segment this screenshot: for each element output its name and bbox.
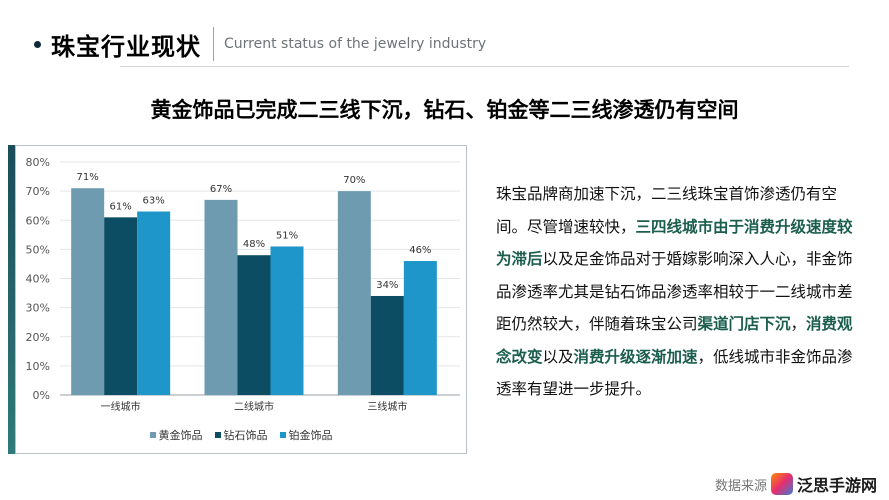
bar bbox=[370, 295, 404, 395]
source-label: 数据来源 bbox=[714, 478, 767, 494]
header-underline bbox=[120, 66, 849, 67]
x-tick-label: 二线城市 bbox=[234, 400, 274, 413]
data-label: 34% bbox=[376, 280, 398, 291]
y-tick-label: 20% bbox=[26, 331, 50, 344]
body-text-segment: ， bbox=[790, 315, 807, 333]
legend-item: 钻石饰品 bbox=[214, 427, 268, 443]
bar bbox=[237, 255, 271, 395]
bar bbox=[403, 261, 437, 395]
data-label: 46% bbox=[409, 245, 431, 256]
y-tick-label: 0% bbox=[33, 389, 50, 402]
bar bbox=[337, 191, 371, 395]
y-tick-label: 40% bbox=[26, 273, 50, 286]
title-divider bbox=[213, 27, 214, 61]
y-tick-label: 80% bbox=[26, 156, 50, 169]
highlight-text: 消费观念改变 bbox=[496, 315, 853, 366]
body-text-segment: ，低线城市非金饰品渗透率有望进一步提升。 bbox=[496, 347, 853, 399]
chart-canvas: 0% 10% 20% 30% 40% 50% 60% 70% 80% 71% 61% 63% 一线城市 6… bbox=[26, 156, 460, 413]
highlight-text: 消费升级逐渐加速 bbox=[573, 347, 698, 366]
legend-swatch bbox=[149, 432, 156, 438]
logo-text: 泛思手游网 bbox=[796, 476, 877, 495]
data-label: 51% bbox=[276, 230, 298, 241]
body-paragraph: 珠宝品牌商加速下沉，二三线珠宝首饰渗透仍有空间。尽管增速较快，三四线城市由于消费… bbox=[496, 178, 864, 406]
bar bbox=[71, 188, 105, 395]
legend-swatch bbox=[214, 432, 221, 438]
y-tick-label: 30% bbox=[26, 302, 50, 315]
logo-icon bbox=[770, 473, 793, 495]
data-label: 63% bbox=[143, 196, 165, 207]
bar bbox=[204, 199, 238, 395]
x-tick-label: 三线城市 bbox=[367, 400, 407, 413]
y-tick-label: 60% bbox=[26, 214, 50, 227]
y-tick-label: 10% bbox=[26, 360, 50, 373]
data-label: 61% bbox=[110, 201, 132, 212]
legend-label: 铂金饰品 bbox=[288, 429, 333, 442]
legend-item: 铂金饰品 bbox=[279, 427, 333, 443]
footer: 数据来源 泛思手游网 bbox=[715, 472, 877, 496]
bar-chart: 0% 10% 20% 30% 40% 50% 60% 70% 80% 71% 61% 63% 一线城市 6… bbox=[15, 145, 467, 454]
y-tick-label: 50% bbox=[26, 243, 50, 256]
x-tick-label: 一线城市 bbox=[101, 400, 141, 413]
chart-legend: 黄金饰品 钻石饰品 铂金饰品 bbox=[16, 427, 466, 443]
highlight-text: 渠道门店下沉 bbox=[697, 315, 791, 333]
data-label: 67% bbox=[210, 184, 232, 195]
legend-label: 黄金饰品 bbox=[158, 429, 203, 442]
chart-accent-bar bbox=[8, 145, 15, 454]
slide-header: 珠宝行业现状 Current status of the jewelry ind… bbox=[34, 22, 849, 66]
legend-item: 黄金饰品 bbox=[149, 427, 203, 443]
headline: 黄金饰品已完成二三线下沉，钻石、铂金等二三线渗透仍有空间 bbox=[150, 98, 739, 122]
site-logo[interactable]: 泛思手游网 bbox=[770, 472, 877, 496]
legend-label: 钻石饰品 bbox=[223, 429, 268, 442]
section-title: 珠宝行业现状 bbox=[51, 32, 201, 61]
bar bbox=[270, 246, 304, 395]
body-text-segment: 以及 bbox=[542, 347, 574, 366]
data-label: 70% bbox=[343, 175, 365, 186]
body-text-segment: 珠宝品牌商加速下沉，二三线珠宝首饰渗透仍有空间。尽管增速较快， bbox=[496, 185, 838, 236]
data-label: 48% bbox=[243, 239, 265, 250]
highlight-text: 三四线城市由于消费升级速度较为滞后 bbox=[496, 217, 853, 269]
bullet-icon bbox=[34, 40, 41, 48]
body-text-segment: 以及足金饰品对于婚嫁影响深入人心，非金饰品渗透率尤其是钻石饰品渗透率相较于一二线… bbox=[496, 250, 853, 333]
section-subtitle: Current status of the jewelry industry bbox=[224, 36, 487, 52]
bar bbox=[104, 217, 138, 395]
legend-swatch bbox=[279, 432, 286, 438]
bar bbox=[137, 211, 171, 395]
data-label: 71% bbox=[77, 172, 99, 183]
y-tick-label: 70% bbox=[26, 185, 50, 198]
